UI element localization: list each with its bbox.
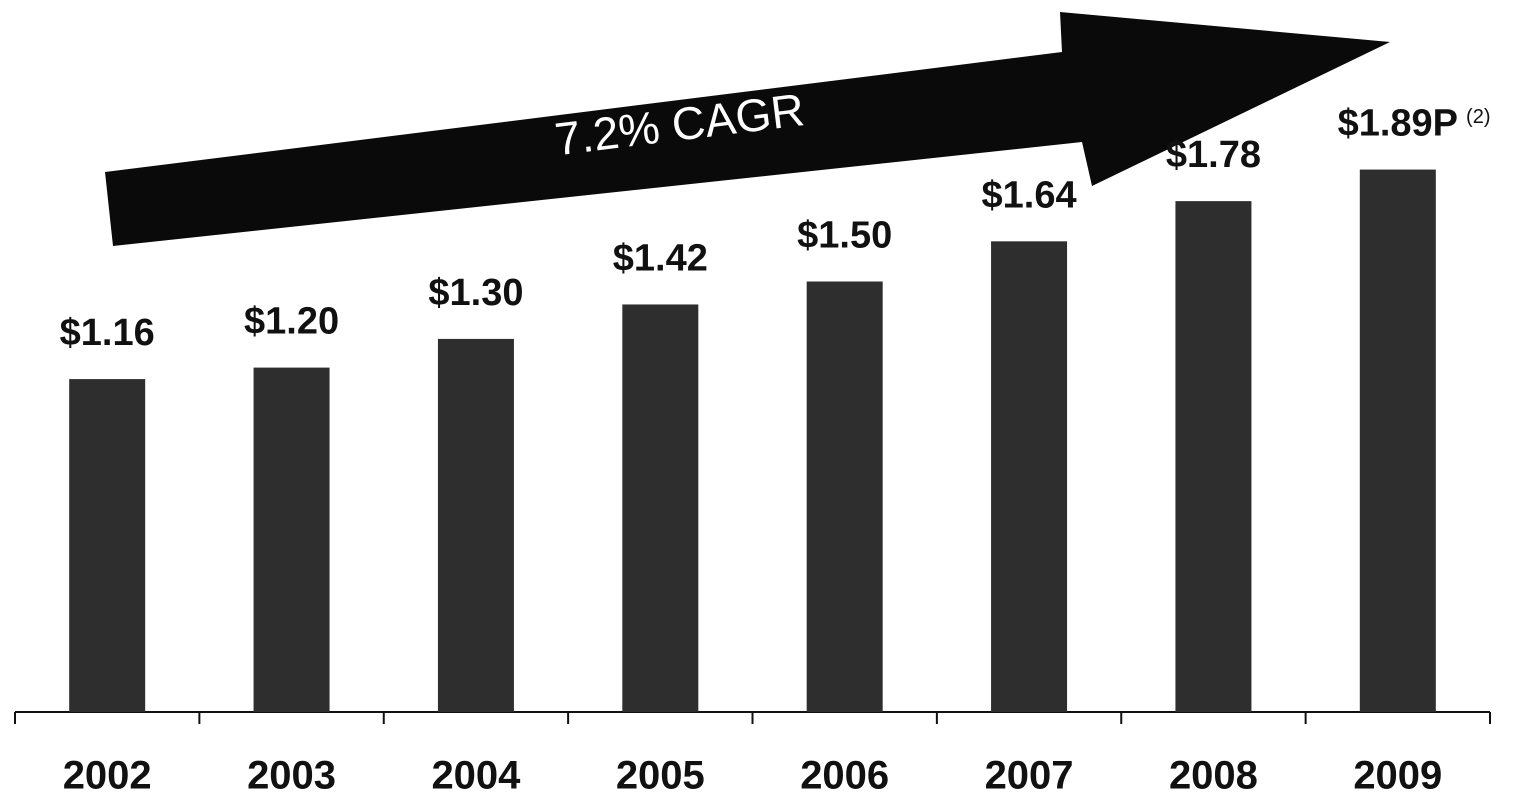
bar: [622, 304, 699, 712]
x-tick-label: 2009: [1353, 754, 1442, 798]
x-tick-label: 2004: [431, 754, 521, 798]
x-tick-label: 2008: [1169, 754, 1258, 798]
bar: [253, 367, 330, 712]
value-label: $1.78: [1166, 134, 1261, 176]
value-label: $1.50: [797, 215, 892, 257]
x-tick-label: 2006: [800, 754, 889, 798]
x-tick-label: 2005: [616, 754, 705, 798]
footnote-marker: (2): [1466, 106, 1490, 128]
value-label: $1.42: [613, 237, 708, 279]
bar: [1359, 169, 1436, 712]
cagr-arrow: [105, 12, 1390, 246]
value-label: $1.16: [60, 312, 155, 354]
bar: [69, 379, 146, 712]
x-tick-label: 2007: [985, 754, 1074, 798]
bar: [1175, 201, 1252, 712]
bar: [437, 338, 514, 712]
x-tick-label: 2003: [247, 754, 336, 798]
value-label: $1.30: [428, 272, 523, 314]
bar: [991, 241, 1068, 712]
value-label: $1.64: [982, 174, 1077, 216]
value-label: $1.89P: [1338, 103, 1458, 145]
x-tick-label: 2002: [63, 754, 152, 798]
bar: [806, 281, 883, 712]
value-label: $1.20: [244, 301, 339, 343]
